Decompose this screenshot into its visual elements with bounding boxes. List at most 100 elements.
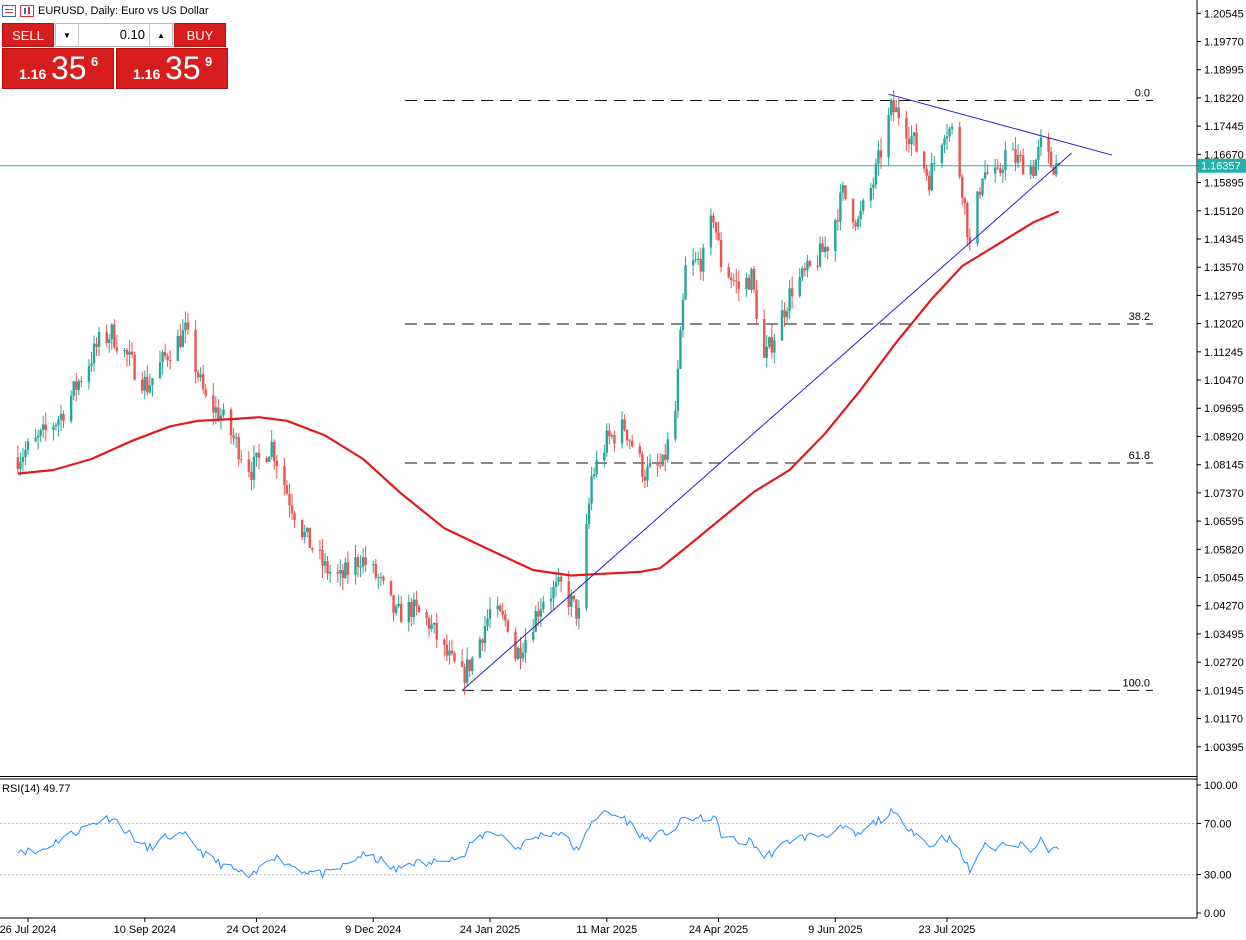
candle-body <box>945 136 949 139</box>
candle-body <box>128 351 131 355</box>
candle-body <box>184 322 187 331</box>
candle-body <box>59 413 63 420</box>
candle-body <box>983 172 987 179</box>
rsi-line[interactable] <box>17 807 1060 880</box>
price-axis[interactable]: 1.20545 1.19770 1.18995 1.18220 1.17445 1.166… <box>1197 8 1246 754</box>
candle-body <box>394 606 398 613</box>
candle-body <box>148 385 152 393</box>
ask-pip: 9 <box>205 54 213 69</box>
candle-body <box>97 332 101 348</box>
price-tick-label: 1.06595 <box>1204 516 1244 528</box>
candle-body <box>674 410 677 440</box>
candle-body <box>702 247 705 272</box>
candle-body <box>897 107 900 119</box>
candle-body <box>196 372 200 378</box>
candle-body <box>397 603 400 607</box>
lot-size-field[interactable]: ▼ 0.10 ▲ <box>55 23 173 47</box>
candle-body <box>737 281 741 289</box>
panel-frame <box>0 0 1198 919</box>
candle-body <box>549 598 553 602</box>
candle-body <box>75 381 78 390</box>
candle-body <box>763 319 766 358</box>
candle-body <box>940 144 944 164</box>
candle-body <box>1001 170 1005 173</box>
candle-body <box>750 268 753 290</box>
candle-body <box>542 601 545 610</box>
trendline[interactable] <box>461 152 1072 691</box>
candle-body <box>217 407 220 421</box>
candle-body <box>1039 137 1043 147</box>
moving-average <box>17 210 1060 577</box>
moving-average-line[interactable] <box>17 210 1060 577</box>
candle-body <box>836 220 840 222</box>
candle-body <box>212 395 215 413</box>
candle-body <box>531 631 535 640</box>
time-axis[interactable]: 26 Jul 2024 10 Sep 2024 24 Oct 2024 9 Dec 2… <box>0 918 975 936</box>
price-tick-label: 1.05045 <box>1204 573 1244 585</box>
candle-body <box>19 461 22 470</box>
increase-lot-icon[interactable]: ▲ <box>149 24 172 46</box>
candle-body <box>21 457 25 462</box>
current-price-label: 1.16357 <box>1201 161 1241 173</box>
candle-body <box>201 374 205 390</box>
candle-body <box>237 437 240 460</box>
lot-value[interactable]: 0.10 <box>119 27 145 42</box>
price-plot[interactable]: 0.0 38.2 61.8 100.0 <box>0 87 1197 695</box>
price-tick-label: 1.02720 <box>1204 657 1244 669</box>
candle-body <box>730 277 733 281</box>
rsi-panel[interactable]: RSI(14) 49.77 <box>0 783 1197 880</box>
price-tick-label: 1.19770 <box>1204 36 1244 48</box>
candle-body <box>306 527 309 533</box>
candle-body <box>895 107 898 113</box>
candle-body <box>1049 151 1053 168</box>
candle-body <box>765 346 768 358</box>
candle-body <box>16 457 20 470</box>
time-tick-label: 9 Jun 2025 <box>808 924 862 936</box>
candle-body <box>346 562 350 575</box>
trendline[interactable] <box>888 93 1113 156</box>
candle-body <box>879 150 883 158</box>
candle-body <box>158 362 162 379</box>
candle-body <box>257 452 261 459</box>
trendlines[interactable] <box>461 93 1113 691</box>
candle-body <box>26 441 30 450</box>
fibonacci-retracement[interactable]: 0.0 38.2 61.8 100.0 <box>405 87 1153 691</box>
bid-quote[interactable]: 1.16 35 6 <box>2 48 114 89</box>
candle-body <box>699 258 702 272</box>
price-tick-label: 1.12020 <box>1204 319 1244 331</box>
candle-body <box>374 564 377 578</box>
candle-body <box>412 599 416 618</box>
candle-body <box>841 185 845 193</box>
candle-body <box>869 187 873 201</box>
candle-body <box>1011 149 1015 151</box>
ask-quote[interactable]: 1.16 35 9 <box>116 48 228 89</box>
candle-body <box>643 476 647 481</box>
time-tick-label: 24 Oct 2024 <box>227 924 287 936</box>
buy-button[interactable]: BUY <box>174 23 226 47</box>
candle-body <box>52 426 55 430</box>
price-tick-label: 1.10470 <box>1204 375 1244 387</box>
candle-body <box>372 564 375 566</box>
candle-body <box>283 466 286 486</box>
candle-body <box>603 452 606 461</box>
candle-body <box>752 268 756 290</box>
candle-body <box>435 622 438 640</box>
candle-body <box>399 603 403 623</box>
chart-type-icon[interactable] <box>20 5 34 17</box>
candle-body <box>514 631 517 660</box>
time-tick-label: 10 Sep 2024 <box>114 924 176 936</box>
symbol-list-icon[interactable] <box>2 5 16 17</box>
candle-body <box>978 191 982 195</box>
candle-body <box>427 618 431 629</box>
candle-body <box>24 449 27 458</box>
candle-body <box>72 381 75 396</box>
rsi-axis[interactable]: 100.00 70.00 30.00 0.00 <box>1197 780 1238 920</box>
candle-body <box>554 581 558 587</box>
decrease-lot-icon[interactable]: ▼ <box>56 24 79 46</box>
candle-body <box>735 280 738 282</box>
sell-button[interactable]: SELL <box>2 23 54 47</box>
candle-body <box>407 602 411 623</box>
candle-body <box>950 126 954 129</box>
candle-body <box>922 151 926 169</box>
